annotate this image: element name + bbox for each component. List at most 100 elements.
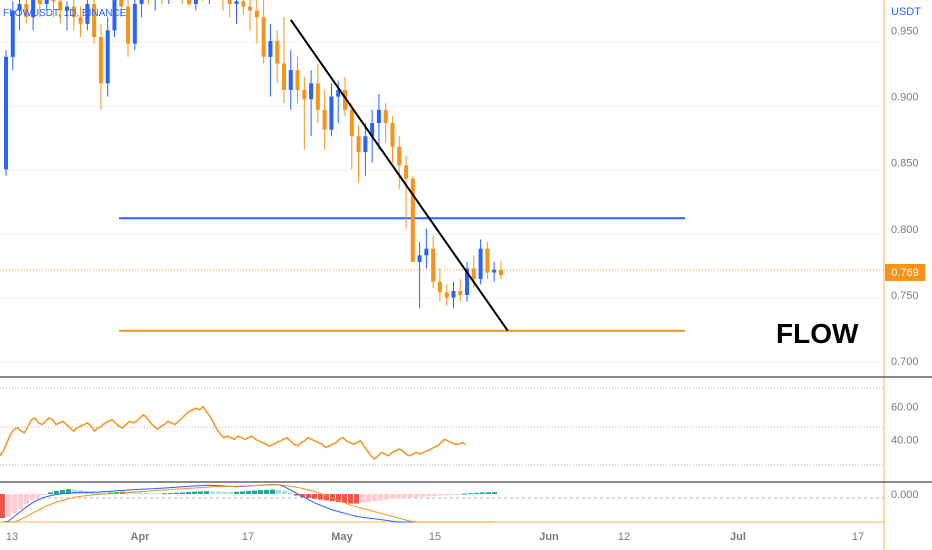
candle	[261, 0, 266, 64]
candle	[363, 123, 368, 176]
macd-histogram-bar	[396, 494, 401, 499]
candle	[37, 0, 42, 18]
macd-histogram-bar	[384, 494, 389, 500]
candle	[492, 261, 497, 282]
candle	[31, 0, 36, 31]
candle	[208, 0, 210, 4]
macd-histogram-bar	[162, 493, 167, 495]
candle	[498, 260, 503, 280]
macd-histogram-bar	[474, 492, 479, 494]
candle	[390, 116, 395, 163]
macd-histogram-bar	[420, 494, 425, 497]
macd-histogram-bar	[342, 494, 347, 503]
candle	[154, 0, 156, 11]
candle	[78, 6, 83, 38]
candle	[58, 0, 63, 24]
macd-histogram-bar	[372, 494, 377, 502]
price-tick-label: 0.950	[891, 25, 919, 37]
macd-histogram-bar	[252, 490, 257, 494]
price-grid	[0, 41, 884, 363]
candle	[349, 103, 354, 170]
macd-histogram-bar	[426, 494, 431, 497]
time-tick-label: 15	[429, 531, 441, 543]
macd-histogram-bar	[348, 494, 353, 504]
macd-histogram-bar	[18, 494, 23, 510]
macd-histogram-bar	[336, 494, 341, 502]
price-tick-label: 0.850	[891, 158, 919, 170]
macd-histogram-bar	[318, 494, 323, 500]
candle	[71, 0, 76, 31]
macd-tick-label: 0.000	[891, 489, 919, 501]
macd-histogram-bar	[276, 490, 281, 494]
time-tick-label: Jul	[730, 531, 746, 543]
candle	[227, 0, 232, 18]
macd-histogram-bar	[216, 491, 221, 494]
macd-histogram-bar	[228, 491, 233, 494]
macd-histogram-bar	[180, 492, 185, 494]
macd-histogram-bar	[0, 494, 5, 518]
candle	[4, 50, 8, 176]
candle	[10, 1, 15, 71]
macd-histogram-bar	[60, 490, 65, 494]
macd-histogram-bar	[402, 494, 407, 498]
time-tick-label: 17	[852, 531, 864, 543]
candle	[139, 0, 144, 18]
macd-histogram-bar	[72, 489, 77, 494]
time-tick-label: Apr	[131, 531, 151, 543]
macd-histogram-bar	[174, 492, 179, 494]
candle	[187, 0, 192, 7]
macd-histogram-bar	[306, 494, 311, 498]
macd-histogram-bar	[144, 492, 149, 494]
macd-histogram-bar	[168, 493, 173, 495]
macd-histogram-bar	[486, 492, 491, 494]
macd-histogram-bar	[354, 494, 359, 504]
candle	[404, 156, 409, 229]
watermark-flow: FLOW	[776, 318, 859, 349]
candle	[322, 89, 327, 150]
candle	[356, 125, 361, 183]
time-tick-label: 17	[242, 531, 254, 543]
descending-trendline[interactable]	[289, 19, 509, 332]
candle	[222, 0, 224, 11]
candle	[44, 0, 49, 11]
macd-histogram-bar	[234, 491, 239, 494]
macd-histogram-bar	[258, 490, 263, 494]
macd-histogram-bar	[6, 494, 11, 517]
candle	[51, 0, 56, 18]
candle	[132, 0, 137, 51]
macd-histogram-bar	[480, 492, 485, 494]
symbol-header[interactable]: FLOWUSDT, 1D, BINANCE	[3, 8, 127, 19]
macd-histogram-bar	[12, 494, 17, 514]
candle	[383, 103, 388, 143]
candle	[193, 0, 198, 11]
macd-histogram-bar	[48, 492, 53, 494]
macd-histogram-bar	[456, 494, 461, 495]
candle	[254, 0, 259, 44]
macd-histogram-bar	[264, 489, 269, 494]
macd-histogram-bar	[36, 494, 41, 498]
candle	[181, 0, 183, 4]
candle	[444, 284, 449, 306]
time-tick-label: 13	[6, 531, 18, 543]
macd-histogram-bar	[240, 491, 245, 494]
macd-histogram-bar	[438, 494, 443, 496]
candle	[410, 175, 415, 262]
macd-histogram-bar	[222, 491, 227, 494]
candle	[92, 0, 97, 44]
macd-histogram-bar	[270, 489, 275, 494]
macd-histogram-bar	[312, 494, 317, 499]
macd-histogram-bar	[462, 493, 467, 495]
time-tick-label: 12	[618, 531, 630, 543]
macd-histogram-bar	[192, 491, 197, 494]
macd-histogram-bar	[432, 494, 437, 496]
time-tick-label: Jun	[539, 531, 559, 543]
candle	[112, 0, 117, 38]
candle	[17, 0, 22, 31]
candle	[417, 242, 422, 309]
rsi-tick-label: 40.00	[891, 434, 919, 446]
candle	[397, 136, 402, 190]
candle	[424, 228, 429, 269]
macd-histogram-bar	[150, 493, 155, 495]
y-axis-ticks: 0.950 0.900 0.850 0.800 0.750 0.700 60.00 40.00…	[891, 25, 919, 501]
